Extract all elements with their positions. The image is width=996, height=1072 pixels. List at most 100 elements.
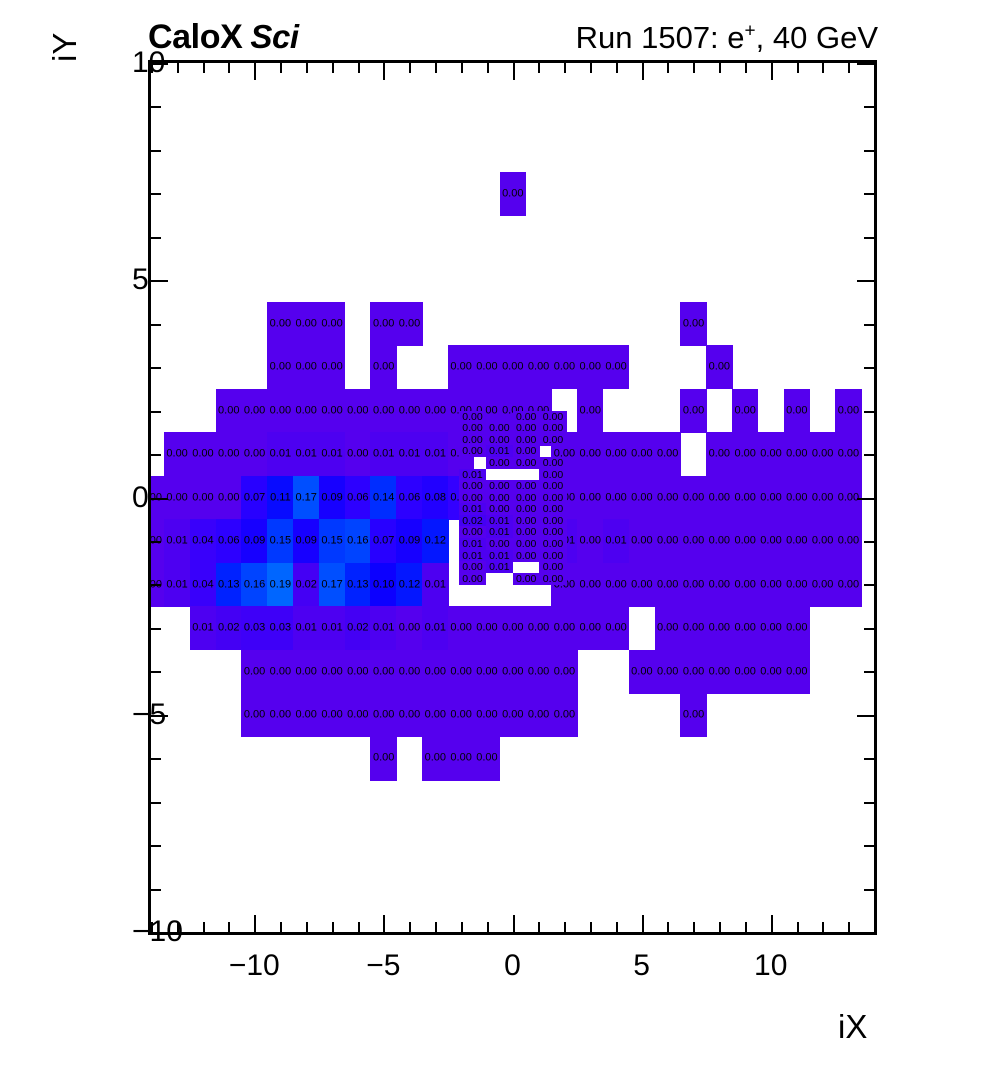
heatmap-cell: 0.10 (370, 562, 397, 607)
heatmap-cell: 0.00 (809, 519, 836, 564)
heatmap-cell-value: 0.00 (579, 447, 601, 460)
heatmap-cell-value: 0.01 (166, 534, 188, 547)
heatmap-cell: 0.00 (318, 301, 346, 347)
heatmap-cell-value: 0.00 (424, 751, 447, 764)
heatmap-cell: 0.00 (293, 345, 320, 390)
heatmap-cell-value: 0.00 (708, 447, 731, 460)
heatmap-cell-value: 0.00 (321, 360, 343, 373)
y-minor-tick (151, 845, 161, 848)
fine-heatmap-cell-value: 0.00 (515, 445, 537, 458)
x-minor-tick (280, 922, 283, 932)
heatmap-cell-value: 0.00 (527, 360, 550, 373)
fine-heatmap-cell-value: 0.01 (489, 445, 510, 458)
heatmap-cell-value: 0.07 (243, 491, 266, 504)
heatmap-cell-value: 0.00 (786, 621, 808, 634)
heatmap-cell: 0.00 (447, 606, 475, 651)
fine-heatmap-cell-value: 0.00 (489, 537, 510, 550)
y-minor-tick-right (864, 584, 874, 587)
x-major-tick-top (254, 63, 257, 80)
x-minor-tick-top (615, 63, 618, 73)
fine-heatmap-cell: 0.00 (539, 468, 567, 481)
y-minor-tick (151, 584, 161, 587)
fine-heatmap-cell: 0.00 (485, 491, 513, 504)
heatmap-cell-value: 0.14 (372, 491, 395, 504)
heatmap-cell: 0.00 (835, 432, 862, 477)
heatmap-cell-value: 0.00 (811, 534, 834, 547)
x-minor-tick (176, 922, 179, 932)
fine-heatmap-cell: 0.01 (458, 549, 487, 562)
heatmap-cell: 0.00 (422, 388, 449, 433)
heatmap-cell-value: 0.00 (631, 578, 653, 591)
fine-heatmap-cell: 0.00 (512, 514, 540, 527)
fine-heatmap-cell-value: 0.00 (489, 503, 510, 516)
heatmap-cell-value: 0.00 (192, 491, 214, 504)
fine-heatmap-cell: 0.00 (458, 491, 487, 504)
x-minor-tick-top (538, 63, 541, 73)
heatmap-cell: 0.00 (422, 736, 449, 781)
heatmap-cell-value: 0.00 (502, 665, 524, 678)
fine-heatmap-cell-value: 0.00 (462, 526, 483, 539)
heatmap-cell: 0.00 (602, 432, 630, 477)
heatmap-area: 0.00 0.00 0.00 0.00 0.00 0.00 0.00 0.00 0.00 0.00… (151, 63, 874, 932)
heatmap-cell-value: 0.00 (579, 360, 601, 373)
fine-heatmap-cell: 0.00 (512, 445, 540, 458)
heatmap-cell: 0.00 (628, 562, 656, 607)
x-minor-tick-top (822, 63, 825, 73)
heatmap-cell: 0.00 (680, 606, 707, 651)
heatmap-cell-value: 0.00 (553, 665, 576, 678)
heatmap-cell-value: 0.00 (502, 621, 524, 634)
heatmap-cell-value: 0.00 (372, 665, 395, 678)
heatmap-cell-value: 0.00 (398, 317, 421, 330)
fine-heatmap-cell: 0.00 (512, 526, 540, 539)
heatmap-cell: 0.00 (628, 475, 656, 520)
heatmap-cell: 0.17 (318, 562, 346, 607)
fine-heatmap-cell: 0.00 (539, 572, 567, 585)
fine-heatmap-cell: 0.00 (539, 422, 567, 435)
x-major-tick-top (383, 63, 386, 80)
heatmap-cell: 0.00 (293, 388, 320, 433)
heatmap-cell: 0.01 (602, 519, 630, 564)
heatmap-cell-value: 0.00 (450, 621, 472, 634)
heatmap-cell-value: 0.00 (347, 665, 369, 678)
fine-heatmap-cell: 0.00 (512, 480, 540, 493)
heatmap-cell-value: 0.00 (631, 534, 653, 547)
heatmap-cell-value: 0.00 (424, 665, 447, 678)
heatmap-cell-value: 0.01 (424, 621, 447, 634)
heatmap-cell-value: 0.01 (372, 621, 395, 634)
heatmap-cell-value: 0.00 (398, 621, 421, 634)
heatmap-cell: 0.00 (731, 649, 759, 694)
heatmap-cell: 0.00 (757, 606, 785, 651)
heatmap-cell-value: 0.00 (450, 751, 472, 764)
heatmap-cell-value: 0.00 (372, 317, 395, 330)
fine-heatmap-cell-value: 0.00 (462, 421, 483, 434)
heatmap-cell-value: 0.00 (321, 708, 343, 721)
heatmap-cell: 0.00 (654, 562, 681, 607)
heatmap-cell: 0.00 (215, 432, 242, 477)
heatmap-cell-value: 0.00 (321, 317, 343, 330)
fine-heatmap-cell: 0.00 (512, 503, 540, 516)
heatmap-cell-value: 0.00 (450, 708, 472, 721)
heatmap-cell-value: 0.00 (243, 447, 266, 460)
fine-heatmap-cell-value: 0.00 (515, 572, 537, 585)
heatmap-cell: 0.00 (163, 432, 191, 477)
heatmap-cell-value: 0.00 (734, 621, 756, 634)
heatmap-cell-value: 0.00 (657, 534, 679, 547)
x-minor-tick (357, 922, 360, 932)
heatmap-cell-value: 0.04 (192, 578, 214, 591)
heatmap-cell-value: 0.00 (295, 404, 317, 417)
heatmap-cell-value: 0.00 (218, 491, 240, 504)
fine-heatmap-cell: 0.00 (539, 456, 567, 470)
heatmap-cell: 0.00 (293, 693, 320, 738)
y-minor-tick-right (864, 540, 874, 543)
heatmap-cell-value: 0.00 (605, 578, 627, 591)
fine-heatmap-cell-value: 0.00 (542, 549, 564, 562)
heatmap-cell-value: 0.09 (321, 491, 343, 504)
heatmap-cell-value: 0.00 (166, 447, 188, 460)
fine-heatmap-cell-value: 0.02 (462, 514, 483, 527)
heatmap-cell: 0.00 (757, 432, 785, 477)
heatmap-cell: 0.00 (447, 345, 475, 390)
heatmap-cell: 0.00 (783, 562, 811, 607)
heatmap-cell: 0.13 (215, 562, 242, 607)
x-minor-tick-top (460, 63, 463, 73)
x-major-tick (770, 915, 773, 932)
